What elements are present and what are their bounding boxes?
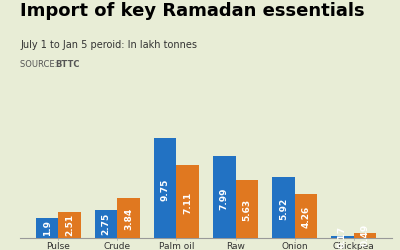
Bar	[58, 212, 81, 238]
Text: 5.92: 5.92	[279, 198, 288, 220]
Bar	[294, 194, 317, 238]
Bar	[213, 156, 236, 238]
Bar	[176, 165, 199, 238]
Text: 7.99: 7.99	[220, 187, 229, 210]
Text: 9.75: 9.75	[161, 179, 170, 201]
Text: 4.26: 4.26	[301, 206, 310, 228]
Bar	[36, 218, 58, 238]
Text: BTTC: BTTC	[55, 60, 80, 69]
Text: 3.84: 3.84	[124, 208, 133, 230]
Bar	[354, 232, 376, 237]
Bar	[154, 138, 176, 237]
Text: July 1 to Jan 5 peroid: In lakh tonnes: July 1 to Jan 5 peroid: In lakh tonnes	[20, 40, 197, 50]
Bar	[331, 236, 354, 238]
Bar	[118, 198, 140, 237]
Text: 1.9: 1.9	[43, 220, 52, 236]
Text: 7.11: 7.11	[183, 192, 192, 214]
Text: 0.49: 0.49	[360, 224, 369, 246]
Text: SOURCE:: SOURCE:	[20, 60, 60, 69]
Bar	[272, 177, 294, 238]
Text: 0.17: 0.17	[338, 226, 347, 248]
Text: 2.75: 2.75	[102, 213, 111, 235]
Bar	[236, 180, 258, 238]
Text: 5.63: 5.63	[242, 199, 251, 221]
Bar	[95, 210, 118, 238]
Text: Import of key Ramadan essentials: Import of key Ramadan essentials	[20, 2, 365, 21]
Text: 2.51: 2.51	[65, 214, 74, 236]
